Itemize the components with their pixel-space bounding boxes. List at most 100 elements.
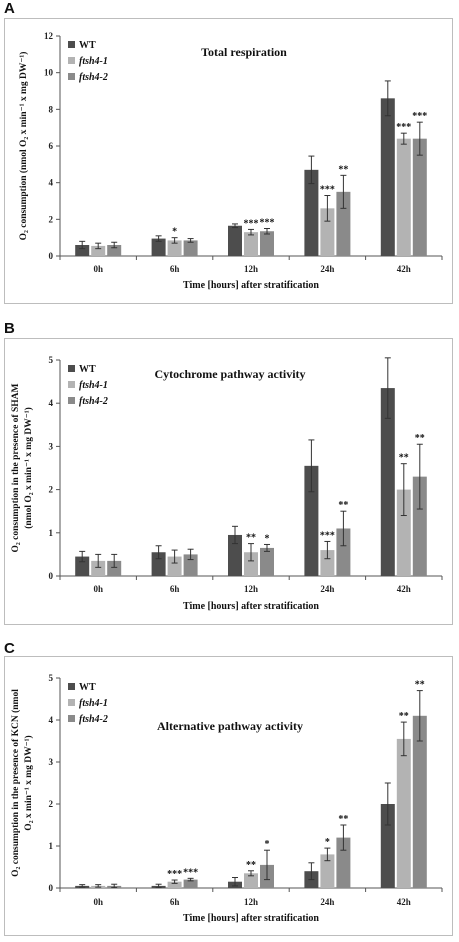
y-tick-label: 2: [49, 799, 54, 809]
x-tick-label: 0h: [93, 264, 103, 274]
x-tick-label: 24h: [320, 584, 334, 594]
legend-label-ftsh4-2: ftsh4-2: [79, 72, 108, 83]
bar-ftsh4-1-42h: [396, 489, 411, 576]
legend-label-WT: WT: [79, 40, 96, 51]
bar-WT-42h: [380, 98, 395, 256]
significance-label: *: [265, 839, 270, 850]
y-tick-label: 2: [49, 214, 54, 224]
y-tick-label: 10: [44, 68, 54, 78]
bar-ftsh4-2-42h: [412, 138, 427, 256]
legend-swatch-ftsh4-1: [68, 57, 75, 64]
bar-ftsh4-1-6h: [167, 881, 182, 888]
bar-ftsh4-2-24h: [336, 528, 351, 576]
legend-swatch-ftsh4-2: [68, 73, 75, 80]
y-tick-label: 0: [49, 883, 54, 893]
legend-swatch-ftsh4-2: [68, 715, 75, 722]
bar-WT-12h: [228, 534, 242, 576]
bar-WT-42h: [380, 388, 395, 576]
x-tick-label: 24h: [320, 897, 334, 907]
bar-WT-0h: [75, 245, 90, 256]
x-tick-label: 24h: [320, 264, 334, 274]
x-tick-label: 12h: [244, 584, 258, 594]
panel-frame-b: [4, 338, 453, 625]
significance-label: *: [325, 837, 330, 848]
bar-ftsh4-2-6h: [183, 240, 198, 256]
y-axis-label: O₂ x min⁻¹ x mg DW⁻¹): [23, 735, 34, 830]
y-axis-label: O₂ consumption (nmol O₂ x min⁻¹ x mg DW⁻…: [18, 52, 29, 241]
x-tick-label: 12h: [244, 264, 258, 274]
x-axis-label: Time [hours] after stratification: [183, 913, 319, 924]
panel-label-c: C: [4, 640, 15, 657]
x-tick-label: 6h: [170, 264, 180, 274]
panel-label-b: B: [4, 320, 15, 337]
y-tick-label: 1: [49, 528, 54, 538]
significance-label: *: [172, 227, 177, 238]
significance-label: **: [246, 860, 256, 871]
significance-label: **: [338, 500, 348, 511]
y-tick-label: 0: [49, 251, 54, 261]
x-axis-label: Time [hours] after stratification: [183, 280, 319, 291]
legend-label-ftsh4-2: ftsh4-2: [79, 396, 108, 407]
significance-label: ***: [396, 122, 411, 133]
significance-label: **: [246, 533, 256, 544]
chart-title: Cytochrome pathway activity: [154, 367, 305, 381]
significance-label: ***: [167, 869, 182, 880]
y-tick-label: 12: [44, 31, 54, 41]
legend-swatch-ftsh4-1: [68, 381, 75, 388]
y-tick-label: 4: [49, 178, 54, 188]
bar-ftsh4-1-0h: [91, 245, 106, 256]
significance-label: **: [338, 164, 348, 175]
y-tick-label: 8: [49, 104, 54, 114]
bar-ftsh4-1-24h: [320, 550, 335, 576]
bar-ftsh4-2-6h: [183, 554, 198, 576]
significance-label: ***: [320, 530, 335, 541]
bar-ftsh4-1-42h: [396, 738, 411, 888]
bar-ftsh4-1-12h: [244, 873, 258, 888]
panel-label-a: A: [4, 0, 15, 17]
x-tick-label: 6h: [170, 897, 180, 907]
bar-ftsh4-2-12h: [260, 547, 274, 576]
significance-label: ***: [412, 111, 427, 122]
bar-ftsh4-2-12h: [260, 231, 274, 256]
significance-label: ***: [244, 218, 259, 229]
y-tick-label: 4: [49, 715, 54, 725]
bar-ftsh4-1-6h: [167, 240, 182, 256]
y-axis-label: O₂ consumption in the presence of SHAM: [11, 384, 21, 553]
bar-ftsh4-2-24h: [336, 837, 351, 888]
y-tick-label: 4: [49, 398, 54, 408]
bar-ftsh4-2-42h: [412, 715, 427, 888]
bar-WT-6h: [151, 552, 166, 576]
legend-label-ftsh4-1: ftsh4-1: [79, 698, 108, 709]
legend-label-ftsh4-2: ftsh4-2: [79, 714, 108, 725]
chart-title: Total respiration: [201, 45, 287, 59]
legend-swatch-ftsh4-2: [68, 397, 75, 404]
y-tick-label: 3: [49, 441, 54, 451]
bar-ftsh4-2-0h: [107, 560, 122, 576]
y-tick-label: 2: [49, 485, 54, 495]
significance-label: **: [338, 814, 348, 825]
bar-ftsh4-1-0h: [91, 560, 106, 576]
bar-ftsh4-1-42h: [396, 138, 411, 256]
x-tick-label: 42h: [397, 897, 411, 907]
bar-ftsh4-1-24h: [320, 208, 335, 256]
y-tick-label: 3: [49, 757, 54, 767]
y-tick-label: 5: [49, 673, 54, 683]
legend-swatch-WT: [68, 683, 75, 690]
bar-ftsh4-2-6h: [183, 879, 198, 888]
panel-frame-a: [4, 18, 453, 304]
y-tick-label: 6: [49, 141, 54, 151]
bar-ftsh4-1-24h: [320, 854, 335, 888]
bar-ftsh4-2-0h: [107, 245, 122, 256]
x-tick-label: 42h: [397, 584, 411, 594]
panel-frame-c: [4, 656, 453, 936]
legend-label-ftsh4-1: ftsh4-1: [79, 56, 108, 67]
bar-WT-0h: [75, 556, 90, 576]
bar-WT-6h: [151, 238, 166, 256]
y-tick-label: 1: [49, 841, 54, 851]
x-tick-label: 12h: [244, 897, 258, 907]
y-axis-label: (nmol O₂ x min⁻¹ x mg DW⁻¹): [23, 407, 34, 529]
significance-label: ***: [320, 185, 335, 196]
